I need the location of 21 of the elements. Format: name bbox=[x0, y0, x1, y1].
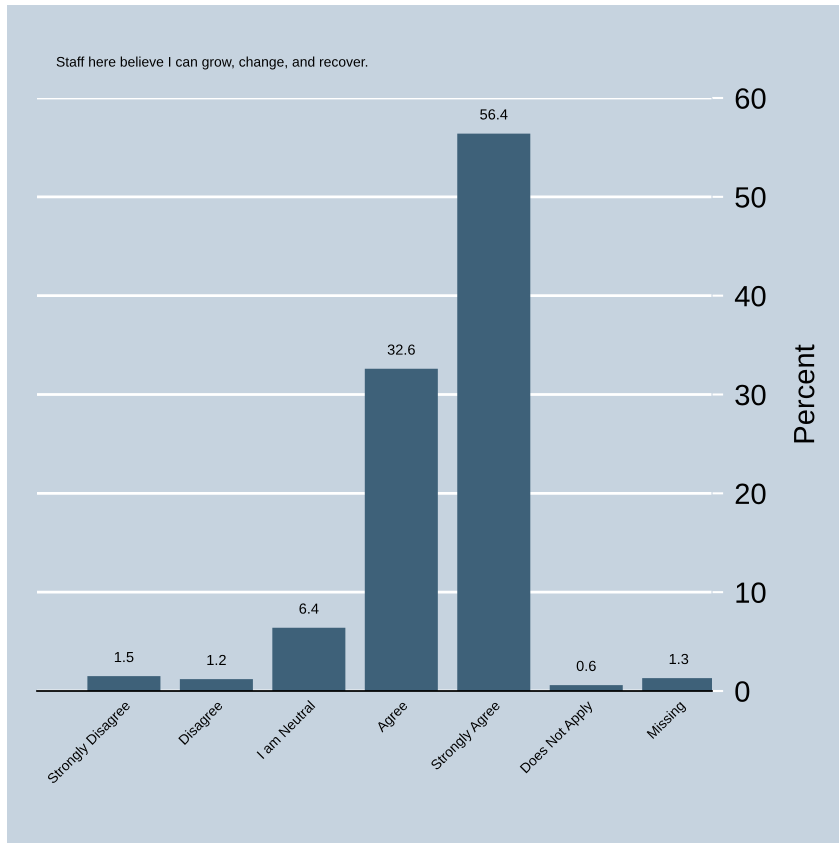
data-label: 32.6 bbox=[388, 344, 415, 355]
data-label: 1.3 bbox=[670, 654, 688, 664]
y-tick-label: 60 bbox=[736, 88, 766, 109]
y-tick-label: 10 bbox=[736, 582, 766, 604]
data-label: 0.6 bbox=[576, 660, 596, 672]
y-tick-label: 50 bbox=[735, 187, 766, 208]
bar bbox=[457, 134, 530, 691]
y-tick-label: 0 bbox=[735, 681, 750, 702]
y-tick-label: 40 bbox=[734, 286, 766, 307]
bar bbox=[87, 676, 160, 691]
data-label: 1.2 bbox=[207, 654, 226, 666]
y-tick-label: 20 bbox=[736, 484, 766, 504]
bar bbox=[272, 628, 346, 691]
data-label: 6.4 bbox=[299, 603, 319, 614]
bar bbox=[180, 679, 253, 691]
bar bbox=[364, 368, 438, 691]
data-label: 1.5 bbox=[114, 652, 134, 662]
chart-title: Staff here believe I can grow, change, and recover. bbox=[56, 56, 368, 70]
y-tick-label: 30 bbox=[735, 384, 766, 406]
data-label: 56.4 bbox=[480, 109, 508, 120]
y-axis-title: Percent bbox=[794, 344, 814, 442]
